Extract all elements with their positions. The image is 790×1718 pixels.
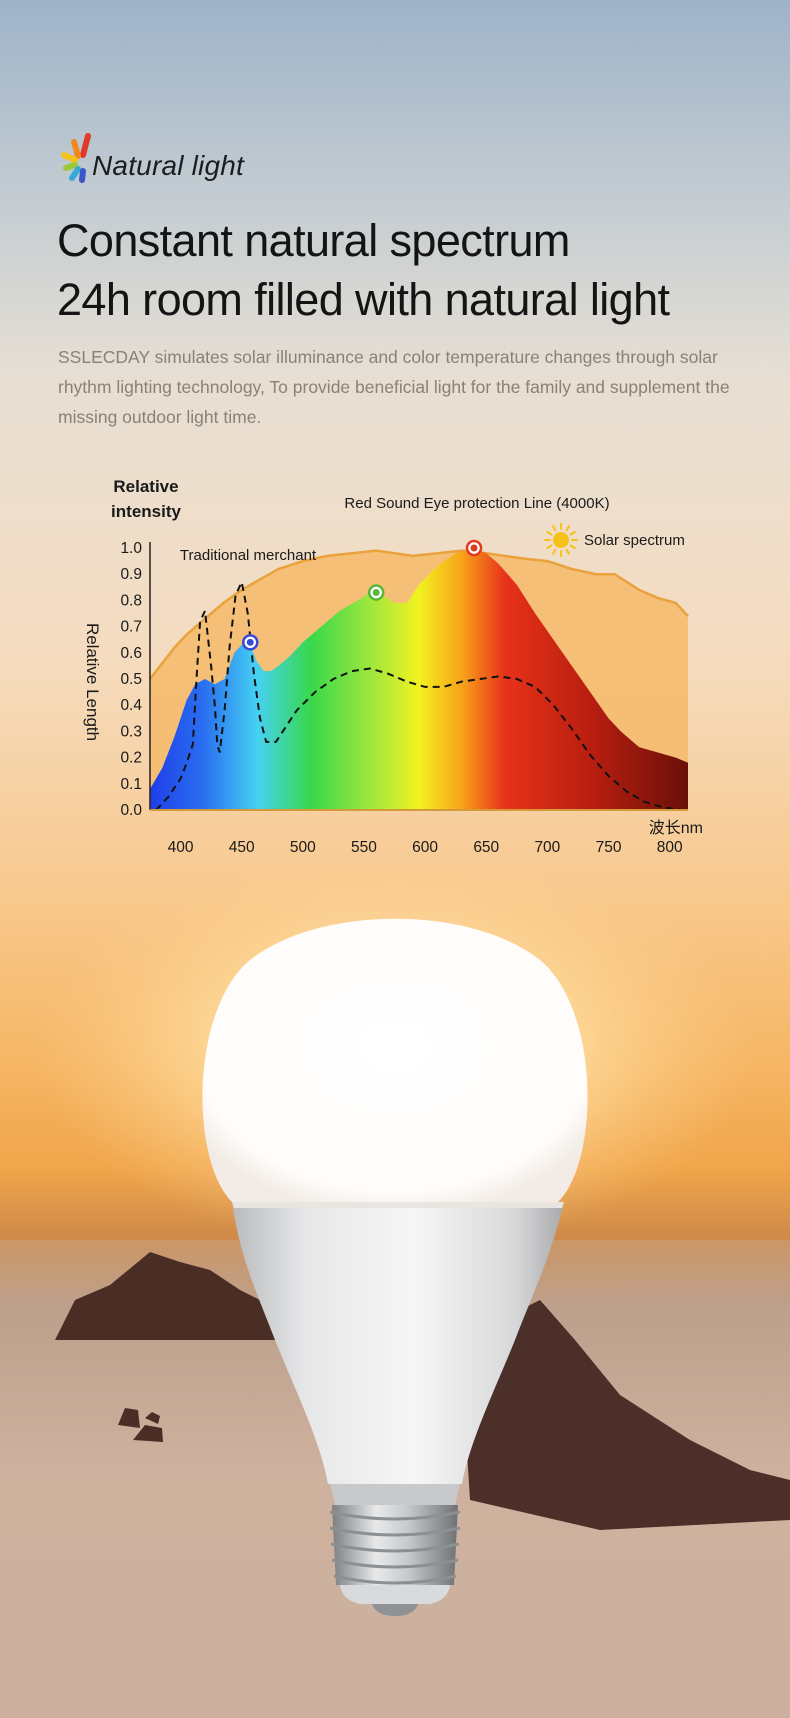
solar-spectrum-line: [149, 549, 689, 680]
y-axis-title-line1: Relative: [113, 477, 178, 496]
x-tick-label: 600: [412, 839, 438, 856]
rock-small-1: [118, 1408, 140, 1428]
headline-line-1: Constant natural spectrum: [57, 215, 570, 266]
y-tick-label: 0.6: [120, 645, 142, 662]
headline-line-2: 24h room filled with natural light: [57, 274, 670, 325]
legend-red-sound: Red Sound Eye protection Line (4000K): [344, 495, 609, 512]
led-bulb: [202, 918, 588, 1616]
y-tick-label: 0.2: [120, 750, 142, 767]
x-tick-label: 800: [657, 839, 683, 856]
x-tick-label: 750: [596, 839, 622, 856]
y-tick-label: 0.8: [120, 592, 142, 609]
bulb-body: [232, 1202, 564, 1484]
rock-left: [55, 1252, 280, 1340]
sun-icon: [544, 523, 578, 557]
x-axis-label: 波长nm: [649, 819, 703, 837]
rock-small-3: [145, 1412, 160, 1424]
legend-traditional-merchant: Traditional merchant: [180, 547, 317, 564]
bulb-dome: [202, 918, 588, 1202]
x-tick-label: 550: [351, 839, 377, 856]
y-tick-label: 0.4: [120, 697, 142, 714]
y-tick-label: 0.3: [120, 723, 142, 740]
peak-marker-dot: [470, 544, 478, 552]
logo-text: Natural light: [92, 150, 245, 181]
traditional-merchant-line: [155, 578, 683, 811]
y-tick-label: 0.1: [120, 776, 142, 793]
bulb-screw-base: [329, 1505, 461, 1616]
rock-right: [460, 1300, 790, 1530]
x-tick-label: 700: [534, 839, 560, 856]
y-tick-label: 0.0: [120, 802, 142, 819]
spectrum-chart: 1.0 0.9 0.8 0.7 0.6 0.5 0.4 0.3 0.2 0.1 0.0 400 450 5…: [83, 477, 703, 856]
x-tick-label: 500: [290, 839, 316, 856]
y-axis-title-line2: intensity: [111, 502, 181, 521]
description-text: SSLECDAY simulates solar illuminance and…: [58, 347, 730, 427]
y-tick-label: 0.9: [120, 566, 142, 583]
bulb-neck: [330, 1484, 460, 1505]
x-tick-label: 400: [168, 839, 194, 856]
y-tick-label: 1.0: [120, 540, 142, 557]
x-tick-label: 450: [229, 839, 255, 856]
y-tick-label: 0.7: [120, 619, 142, 636]
peak-marker-dot: [372, 589, 380, 597]
legend-solar-spectrum: Solar spectrum: [584, 532, 685, 549]
y-axis-side-label: Relative Length: [83, 623, 102, 741]
red-sound-spectrum-area: [150, 548, 688, 810]
rainbow-petals-icon: [61, 133, 91, 183]
y-tick-label: 0.5: [120, 671, 142, 688]
peak-marker-dot: [246, 638, 254, 646]
rock-small-2: [133, 1425, 163, 1442]
x-tick-label: 650: [473, 839, 499, 856]
